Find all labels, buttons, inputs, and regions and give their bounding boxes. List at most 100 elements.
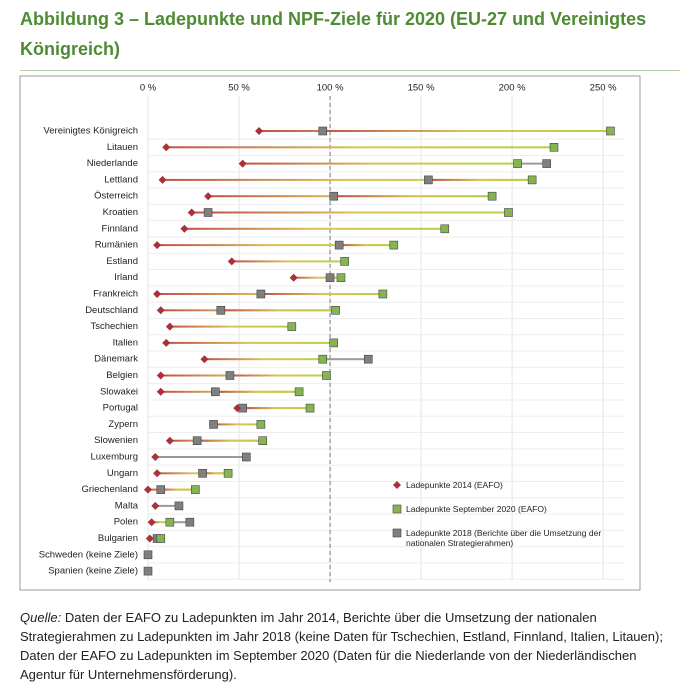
legend-square — [392, 528, 402, 538]
legend-item: Ladepunkte September 2020 (EAFO) — [392, 504, 632, 514]
y-tick-label: Estland — [106, 256, 138, 267]
marker-square — [389, 240, 399, 250]
marker-diamond — [165, 322, 174, 331]
marker-square — [211, 387, 220, 397]
y-tick-label: Portugal — [103, 403, 138, 414]
connector-2018 — [208, 211, 509, 214]
y-tick-label: Bulgarien — [98, 533, 138, 544]
marker-diamond — [187, 208, 196, 217]
marker-square — [424, 175, 433, 185]
connector-2018 — [242, 407, 311, 410]
connector — [157, 472, 229, 475]
y-tick-label: Luxemburg — [90, 452, 138, 463]
marker-diamond — [151, 501, 160, 510]
divider — [20, 70, 680, 71]
marker-square — [440, 224, 450, 234]
marker-square — [223, 468, 233, 478]
y-tick-label: Vereinigtes Königreich — [43, 126, 138, 137]
marker-square — [156, 485, 166, 494]
y-tick-label: Polen — [114, 517, 138, 528]
marker-diamond — [204, 192, 213, 201]
marker-square — [549, 143, 559, 152]
connector — [166, 341, 334, 344]
y-tick-label: Litauen — [107, 142, 138, 153]
marker-square — [318, 126, 328, 136]
marker-square — [191, 485, 200, 494]
marker-square — [325, 273, 335, 283]
marker-diamond — [255, 127, 264, 135]
y-tick-label: Tschechien — [90, 321, 138, 332]
y-tick-label: Dänemark — [94, 354, 138, 365]
marker-diamond — [151, 453, 160, 461]
marker-square — [256, 420, 266, 429]
marker-diamond — [153, 241, 162, 250]
y-tick-label: Belgien — [106, 370, 138, 381]
x-tick-label: 250 % — [590, 83, 617, 94]
marker-square — [487, 191, 497, 201]
marker-square — [242, 452, 251, 462]
marker-square — [192, 436, 202, 446]
connector-2018 — [155, 456, 247, 458]
connector — [204, 358, 323, 361]
marker-square — [225, 371, 235, 380]
legend-diamond — [393, 481, 401, 489]
marker-square — [322, 371, 331, 380]
connector-2018 — [220, 309, 336, 312]
y-tick-label: Slowenien — [94, 435, 138, 446]
marker-diamond — [200, 355, 209, 364]
connector — [293, 276, 341, 279]
connector-2018 — [517, 162, 547, 165]
marker-square — [504, 208, 513, 217]
marker-square — [334, 240, 344, 250]
marker-square — [305, 403, 315, 413]
source-note: Quelle: Daten der EAFO zu Ladepunkten im… — [20, 608, 680, 684]
connector-2018 — [322, 358, 369, 361]
marker-square — [203, 208, 213, 217]
source-label: Quelle: — [20, 610, 62, 625]
connector-2018 — [160, 488, 196, 491]
y-tick-label: Zypern — [108, 419, 138, 430]
legend-label: Ladepunkte September 2020 (EAFO) — [406, 504, 547, 514]
connector — [184, 227, 445, 230]
marker-diamond — [162, 143, 171, 152]
marker-diamond — [153, 469, 162, 478]
y-tick-label: Niederlande — [87, 158, 138, 169]
marker-square — [329, 338, 339, 348]
connector-2018 — [229, 374, 327, 377]
marker-square — [287, 322, 297, 331]
chart-title: Abbildung 3 – Ladepunkte und NPF-Ziele f… — [20, 9, 647, 59]
marker-square — [258, 436, 267, 446]
legend-item: Ladepunkte 2014 (EAFO) — [392, 480, 632, 490]
connector — [231, 260, 345, 263]
connector-2018 — [213, 423, 261, 426]
marker-square — [294, 387, 304, 397]
connector-2018 — [260, 293, 383, 295]
marker-square — [527, 175, 537, 185]
x-tick-label: 200 % — [499, 83, 526, 94]
connector-2018 — [215, 390, 300, 393]
marker-square — [165, 517, 175, 527]
connector-2018 — [339, 244, 394, 247]
connector-2018 — [202, 472, 229, 475]
source-text: Daten der EAFO zu Ladepunkten im Jahr 20… — [20, 610, 663, 682]
legend-item: Ladepunkte 2018 (Berichte über die Umset… — [392, 528, 632, 548]
marker-diamond — [156, 306, 165, 315]
chart-frame — [19, 75, 641, 591]
marker-diamond — [165, 436, 174, 445]
y-tick-label: Schweden (keine Ziele) — [39, 549, 138, 560]
x-tick-label: 100 % — [317, 83, 344, 94]
y-tick-label: Österreich — [94, 191, 138, 202]
y-tick-label: Griechenland — [81, 484, 138, 495]
connector-2018 — [155, 504, 179, 507]
marker-square — [378, 289, 388, 299]
connector-2018 — [322, 130, 611, 132]
marker-diamond — [162, 338, 171, 347]
legend-square — [392, 504, 402, 514]
y-tick-label: Spanien (keine Ziele) — [48, 566, 138, 577]
connector-2018 — [330, 276, 341, 279]
y-tick-label: Irland — [114, 272, 138, 283]
connector-2018 — [428, 178, 533, 181]
marker-square — [143, 566, 153, 576]
